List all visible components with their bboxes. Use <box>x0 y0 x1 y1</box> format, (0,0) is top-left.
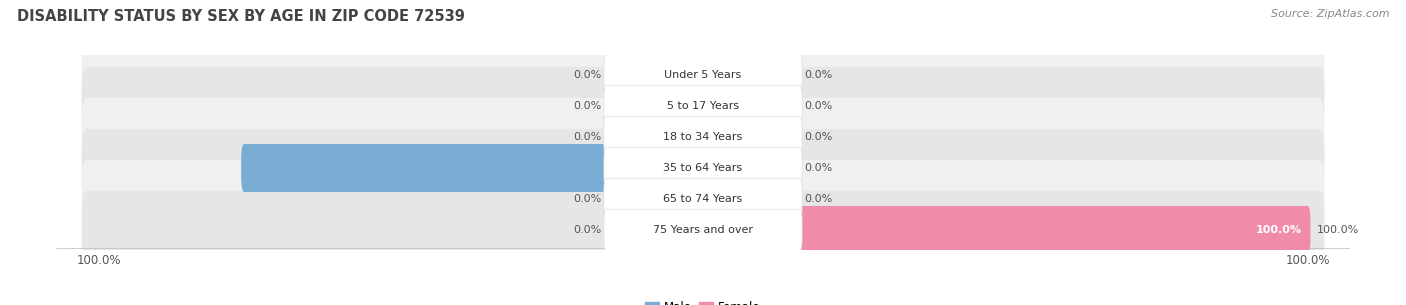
FancyBboxPatch shape <box>82 67 1324 145</box>
Text: 5 to 17 Years: 5 to 17 Years <box>666 101 740 111</box>
Text: 0.0%: 0.0% <box>574 70 602 80</box>
Text: 35 to 64 Years: 35 to 64 Years <box>664 163 742 173</box>
FancyBboxPatch shape <box>603 209 803 251</box>
Legend: Male, Female: Male, Female <box>641 296 765 305</box>
FancyBboxPatch shape <box>82 36 1324 114</box>
FancyBboxPatch shape <box>82 129 1324 207</box>
FancyBboxPatch shape <box>603 178 803 220</box>
FancyBboxPatch shape <box>603 147 803 189</box>
FancyBboxPatch shape <box>242 144 706 192</box>
Text: 0.0%: 0.0% <box>804 132 832 142</box>
Text: 75.4%: 75.4% <box>619 163 657 173</box>
FancyBboxPatch shape <box>603 54 803 96</box>
Text: Under 5 Years: Under 5 Years <box>665 70 741 80</box>
Text: DISABILITY STATUS BY SEX BY AGE IN ZIP CODE 72539: DISABILITY STATUS BY SEX BY AGE IN ZIP C… <box>17 9 465 24</box>
FancyBboxPatch shape <box>603 116 803 158</box>
Text: 0.0%: 0.0% <box>804 163 832 173</box>
Text: 0.0%: 0.0% <box>574 132 602 142</box>
Text: Source: ZipAtlas.com: Source: ZipAtlas.com <box>1271 9 1389 19</box>
FancyBboxPatch shape <box>603 85 803 127</box>
Text: 0.0%: 0.0% <box>804 194 832 204</box>
FancyBboxPatch shape <box>82 98 1324 176</box>
Text: 0.0%: 0.0% <box>804 101 832 111</box>
FancyBboxPatch shape <box>82 160 1324 238</box>
Text: 0.0%: 0.0% <box>804 70 832 80</box>
Text: 0.0%: 0.0% <box>574 101 602 111</box>
Text: 18 to 34 Years: 18 to 34 Years <box>664 132 742 142</box>
FancyBboxPatch shape <box>697 206 1310 254</box>
Text: 100.0%: 100.0% <box>1256 225 1302 235</box>
Text: 65 to 74 Years: 65 to 74 Years <box>664 194 742 204</box>
Text: 100.0%: 100.0% <box>1316 225 1358 235</box>
Text: 0.0%: 0.0% <box>574 225 602 235</box>
FancyBboxPatch shape <box>82 191 1324 269</box>
Text: 75 Years and over: 75 Years and over <box>652 225 754 235</box>
Text: 0.0%: 0.0% <box>574 194 602 204</box>
